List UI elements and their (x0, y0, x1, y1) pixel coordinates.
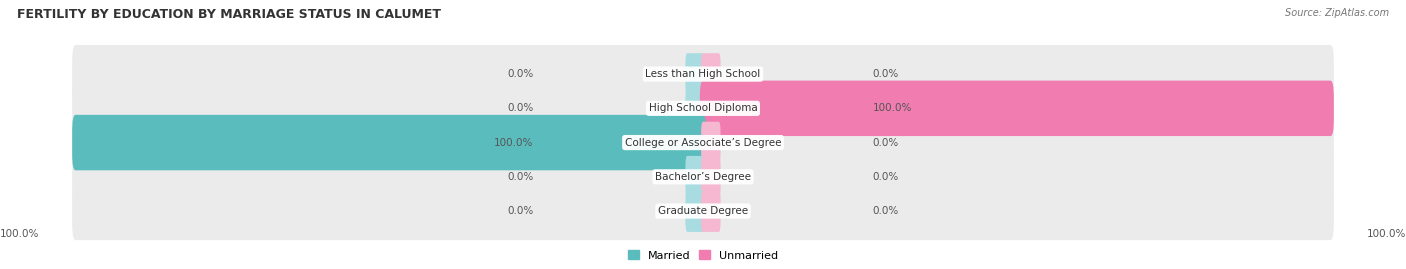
Text: FERTILITY BY EDUCATION BY MARRIAGE STATUS IN CALUMET: FERTILITY BY EDUCATION BY MARRIAGE STATU… (17, 8, 441, 21)
Text: 100.0%: 100.0% (873, 103, 912, 113)
Text: 0.0%: 0.0% (508, 172, 533, 182)
FancyBboxPatch shape (72, 148, 1334, 206)
Text: 0.0%: 0.0% (508, 103, 533, 113)
FancyBboxPatch shape (702, 156, 721, 198)
FancyBboxPatch shape (702, 53, 721, 95)
FancyBboxPatch shape (72, 115, 706, 170)
Text: 0.0%: 0.0% (873, 137, 898, 148)
FancyBboxPatch shape (700, 81, 1334, 136)
FancyBboxPatch shape (686, 87, 704, 129)
Text: 0.0%: 0.0% (508, 69, 533, 79)
FancyBboxPatch shape (686, 190, 704, 232)
Text: 0.0%: 0.0% (873, 69, 898, 79)
Text: 100.0%: 100.0% (494, 137, 533, 148)
Text: 100.0%: 100.0% (1367, 229, 1406, 239)
Text: High School Diploma: High School Diploma (648, 103, 758, 113)
Text: 100.0%: 100.0% (0, 229, 39, 239)
Text: Graduate Degree: Graduate Degree (658, 206, 748, 216)
FancyBboxPatch shape (702, 122, 721, 164)
Text: 0.0%: 0.0% (873, 172, 898, 182)
FancyBboxPatch shape (686, 156, 704, 198)
Text: Less than High School: Less than High School (645, 69, 761, 79)
FancyBboxPatch shape (702, 190, 721, 232)
Legend: Married, Unmarried: Married, Unmarried (623, 246, 783, 265)
Text: 0.0%: 0.0% (873, 206, 898, 216)
FancyBboxPatch shape (72, 182, 1334, 240)
FancyBboxPatch shape (72, 79, 1334, 137)
FancyBboxPatch shape (686, 53, 704, 95)
Text: College or Associate’s Degree: College or Associate’s Degree (624, 137, 782, 148)
FancyBboxPatch shape (72, 45, 1334, 103)
FancyBboxPatch shape (72, 114, 1334, 172)
Text: 0.0%: 0.0% (508, 206, 533, 216)
Text: Bachelor’s Degree: Bachelor’s Degree (655, 172, 751, 182)
Text: Source: ZipAtlas.com: Source: ZipAtlas.com (1285, 8, 1389, 18)
